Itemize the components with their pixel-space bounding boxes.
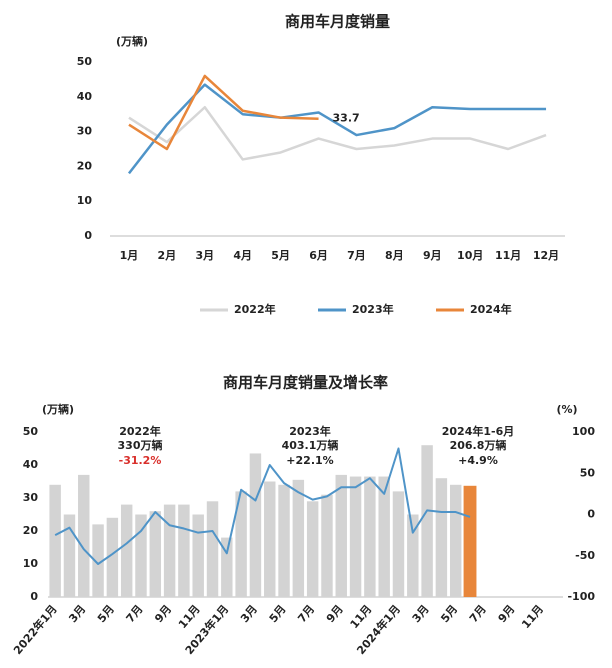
y-tick-label: 0 [30,590,38,603]
legend-label: 2023年 [352,302,394,316]
bar [106,517,119,597]
x-tick-label: 5月 [271,249,290,262]
annotation-growth: +4.9% [458,454,498,467]
chart-title: 商用车月度销量及增长率 [223,374,388,392]
y-tick-label: 40 [23,458,39,471]
x-tick-label: 2022年1月 [10,602,59,657]
y-tick-label: 50 [23,425,39,438]
annotation-growth: -31.2% [119,454,162,467]
bar [449,484,462,597]
bar [249,453,262,597]
bar [92,524,104,597]
bar [306,501,319,597]
x-tick-label: 8月 [385,249,404,262]
chart-title: 商用车月度销量 [285,13,390,31]
annotation-total: 206.8万辆 [450,438,507,452]
bar [349,476,362,597]
x-tick-label: 10月 [457,249,483,262]
bar [49,484,61,597]
x-tick-label: 6月 [309,249,328,262]
y-tick-label: 30 [77,125,93,138]
annotation-total: 330万辆 [118,438,163,452]
y2-unit: (%) [556,403,577,416]
x-tick-label: 7月 [295,603,317,626]
y-tick-label: 40 [77,90,93,103]
bar [78,474,90,597]
bar [435,478,448,597]
bar [178,504,190,597]
bar [264,481,276,597]
y-tick-label: 10 [23,557,39,570]
x-tick-label: 9月 [423,249,442,262]
x-tick-label: 5月 [438,603,460,626]
x-tick-label: 11月 [519,603,546,632]
annotation-growth: +22.1% [286,454,333,467]
y-tick-label: 30 [23,491,39,504]
line [128,105,547,161]
bar [149,511,162,597]
x-tick-label: 3月 [66,603,88,626]
line [127,83,547,175]
x-tick-label: 9月 [152,603,174,626]
x-tick-label: 7月 [124,603,146,626]
bar [135,514,147,597]
y2-tick-label: 50 [580,466,596,479]
annotation-year: 2023年 [289,424,331,438]
x-tick-label: 11月 [495,249,521,262]
x-tick-label: 3月 [238,603,260,626]
annotation-year: 2024年1-6月 [442,424,515,438]
x-tick-label: 1月 [120,249,139,262]
y-unit: (万辆) [116,34,148,48]
y2-tick-label: -50 [575,549,595,562]
line [128,74,319,151]
x-tick-label: 9月 [496,603,518,626]
y-tick-label: 0 [84,229,92,242]
bar [163,504,176,597]
line [54,447,471,565]
bar [335,474,347,597]
legend-label: 2024年 [470,302,512,316]
annotation-total: 403.1万辆 [282,438,339,452]
annotation: 33.7 [333,112,360,125]
x-tick-label: 11月 [176,603,203,632]
x-tick-label: 4月 [233,249,252,262]
x-tick-label: 7月 [347,249,366,262]
x-tick-label: 11月 [348,603,375,632]
x-tick-label: 3月 [195,249,214,262]
y-tick-label: 20 [23,524,39,537]
bar [235,491,247,597]
annotation-year: 2022年 [119,424,161,438]
x-tick-label: 12月 [533,249,559,262]
bar [321,494,333,597]
bar [407,514,419,597]
bar [421,445,433,597]
y2-tick-label: -100 [567,590,595,603]
bar [463,485,477,597]
y-tick-label: 20 [77,159,93,172]
x-tick-label: 9月 [324,603,346,626]
bar [192,514,204,597]
y2-tick-label: 100 [572,425,595,438]
x-tick-label: 2月 [158,249,177,262]
bar [120,504,133,597]
bar [364,476,376,597]
bar [378,476,390,597]
y-unit: (万辆) [42,402,74,416]
y2-tick-label: 0 [587,508,595,521]
x-tick-label: 7月 [467,603,489,626]
bar [292,479,305,597]
y-tick-label: 10 [77,194,93,207]
x-tick-label: 5月 [267,603,289,626]
bar [278,484,290,597]
x-tick-label: 5月 [95,603,117,626]
y-tick-label: 50 [77,55,93,68]
bar [206,501,219,597]
bar [63,514,76,597]
bar [221,537,233,597]
legend-label: 2022年 [234,302,276,316]
bar [392,491,405,597]
x-tick-label: 3月 [410,603,432,626]
